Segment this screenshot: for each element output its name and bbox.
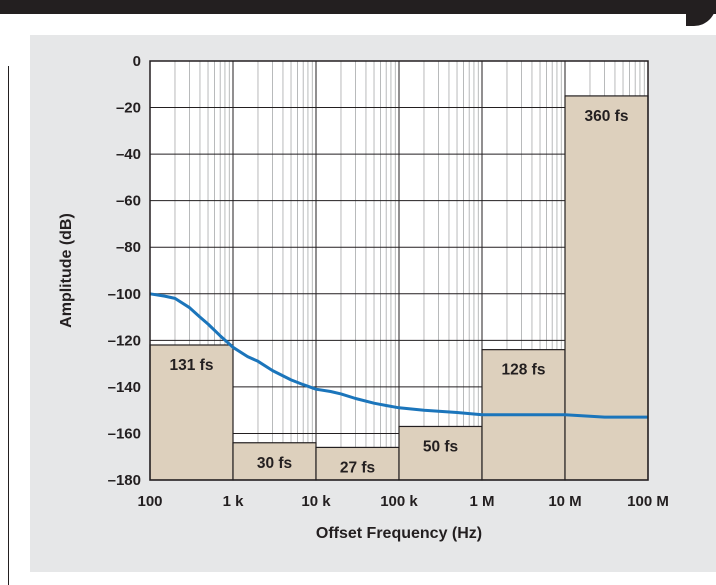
y-tick-label: –40 (116, 146, 141, 163)
plot-frame (149, 60, 649, 481)
y-tick-label: –60 (116, 193, 141, 210)
y-tick-label: –160 (108, 425, 141, 442)
integration-bar (232, 442, 317, 481)
x-tick-label: 100 M (627, 493, 669, 510)
integration-bar (564, 95, 649, 481)
bar-label: 360 fs (585, 108, 629, 125)
bar-label: 30 fs (257, 455, 292, 472)
y-tick-label: –80 (116, 239, 141, 256)
y-tick-label: –100 (108, 286, 141, 303)
left-margin-rule (8, 66, 9, 585)
y-tick-label: –20 (116, 100, 141, 117)
x-tick-label: 100 (137, 493, 162, 510)
y-tick-labels: 0 –20 –40 –60 –80 –100 –120 –140 –160 –180 (108, 53, 141, 489)
series-line (149, 292, 648, 419)
x-tick-label: 10 k (301, 493, 331, 510)
integration-bar (149, 344, 234, 481)
x-tick-label: 1 M (469, 493, 494, 510)
bar-label: 50 fs (423, 438, 458, 455)
integration-bar (398, 425, 483, 481)
x-tick-label: 1 k (223, 493, 245, 510)
y-tick-label: 0 (133, 53, 141, 70)
y-tick-label: –140 (108, 379, 141, 396)
bar-labels: 131 fs 30 fs 27 fs 50 fs 128 fs 360 fs (170, 108, 629, 476)
x-tick-label: 10 M (548, 493, 581, 510)
bar-label: 128 fs (502, 362, 546, 379)
bar-label: 131 fs (170, 357, 214, 374)
bar-label: 27 fs (340, 459, 375, 476)
y-axis-title: Amplitude (dB) (58, 213, 75, 328)
top-banner-bar (0, 0, 716, 14)
y-tick-label: –180 (108, 472, 141, 489)
series-layer (149, 292, 648, 419)
x-tick-labels: 100 1 k 10 k 100 k 1 M 10 M 100 M (137, 493, 668, 510)
y-tick-label: –120 (108, 332, 141, 349)
x-axis-title: Offset Frequency (Hz) (316, 525, 482, 542)
x-tick-label: 100 k (380, 493, 418, 510)
